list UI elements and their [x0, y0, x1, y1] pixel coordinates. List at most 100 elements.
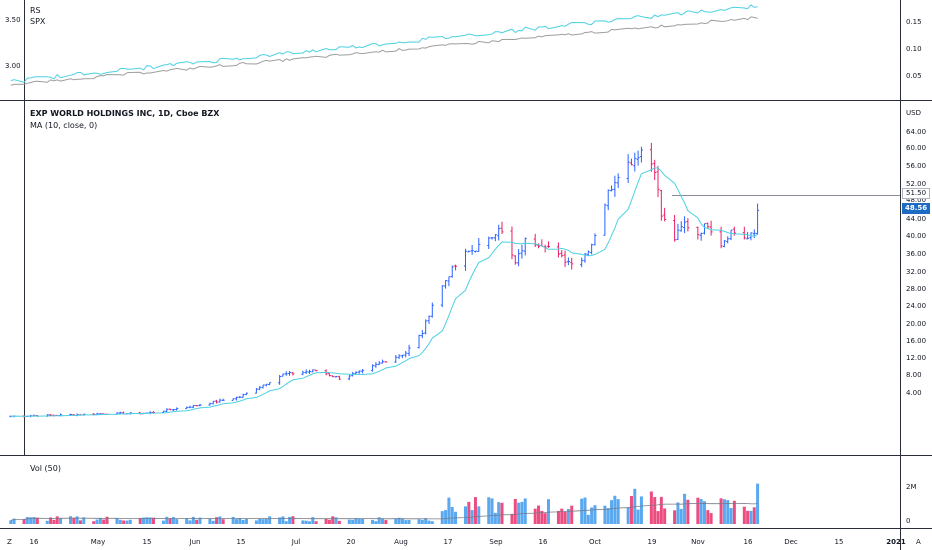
volume-bar — [238, 518, 242, 524]
price-bar — [264, 383, 268, 387]
price-bar — [397, 354, 401, 359]
price-tick: 32.00 — [906, 267, 927, 276]
volume-bar — [244, 518, 248, 524]
volume-bar — [264, 518, 268, 524]
volume-bar — [32, 517, 36, 524]
price-bar — [497, 224, 501, 241]
price-bar — [633, 152, 637, 172]
volume-bar — [12, 518, 16, 524]
volume-bar — [381, 518, 385, 524]
volume-bar — [487, 497, 491, 524]
volume-bar — [175, 519, 179, 524]
volume-bar — [148, 517, 152, 524]
rs-left-tick: 3.50 — [5, 16, 21, 24]
time-tick: 20 — [346, 538, 356, 546]
volume-bar — [125, 520, 129, 524]
price-bar — [756, 203, 760, 235]
currency-label: USD — [906, 109, 921, 117]
price-bar — [354, 371, 358, 375]
price-bar — [606, 189, 610, 211]
volume-bar — [729, 508, 733, 524]
rs-left-tick: 3.00 — [5, 62, 21, 70]
volume-bar — [610, 500, 614, 524]
time-tick: 16 — [29, 538, 39, 546]
volume-bar — [59, 517, 63, 524]
price-bar — [546, 241, 550, 248]
price-bar — [241, 393, 245, 398]
volume-bar — [307, 521, 311, 524]
price-bar — [261, 384, 265, 389]
volume-bar — [742, 506, 746, 524]
price-bar — [639, 146, 643, 163]
volume-bar — [254, 520, 258, 524]
price-tick: 24.00 — [906, 301, 927, 310]
price-bar — [384, 361, 388, 363]
volume-bar — [371, 519, 375, 524]
auto-scale-toggle[interactable]: A — [916, 538, 921, 546]
volume-bar — [288, 516, 292, 524]
volume-bar — [35, 517, 39, 524]
volume-bar — [168, 518, 172, 524]
price-bar — [517, 249, 521, 267]
price-bar — [729, 229, 733, 241]
price-bar — [427, 315, 431, 324]
last-price-tag: 48.56 — [902, 203, 931, 214]
price-bar — [417, 334, 421, 349]
volume-bar — [324, 518, 328, 524]
price-bar — [590, 243, 594, 255]
price-bar — [185, 406, 189, 410]
price-bar — [653, 159, 657, 180]
price-pane[interactable] — [9, 142, 900, 418]
volume-bar — [477, 506, 481, 524]
price-tick: 60.00 — [906, 143, 927, 152]
price-bar — [616, 173, 620, 189]
price-bar — [118, 411, 122, 414]
price-bar — [487, 236, 491, 249]
volume-legend[interactable]: Vol (50) — [30, 464, 61, 473]
ma-legend[interactable]: MA (10, close, 0) — [30, 121, 98, 130]
price-bar — [749, 232, 753, 241]
price-bar — [742, 226, 746, 240]
volume-bar — [374, 521, 378, 524]
volume-bar — [337, 520, 341, 524]
price-bar — [699, 232, 703, 241]
price-bar — [195, 405, 199, 407]
volume-bar — [165, 516, 169, 524]
price-bar — [440, 285, 444, 308]
price-bar — [381, 359, 385, 364]
volume-bar — [603, 505, 607, 524]
volume-bar — [221, 519, 225, 524]
symbol-title[interactable]: EXP WORLD HOLDINGS INC, 1D, Cboe BZX — [30, 109, 220, 118]
price-bar — [649, 142, 653, 172]
price-bar — [188, 405, 192, 409]
volume-bar — [440, 511, 444, 524]
volume-bar — [22, 519, 26, 524]
time-tick: 16 — [538, 538, 548, 546]
price-bar — [510, 226, 514, 260]
volume-pane[interactable] — [9, 483, 760, 524]
volume-bar — [427, 520, 431, 524]
price-bar — [407, 344, 411, 357]
price-bar — [165, 408, 169, 413]
price-bar — [613, 175, 617, 197]
rs-pane[interactable] — [10, 4, 758, 86]
price-bar — [400, 354, 404, 359]
price-bar — [523, 237, 527, 256]
volume-bar — [122, 520, 126, 524]
price-bar — [238, 396, 242, 399]
rs-legend-rs: RS — [30, 6, 41, 15]
volume-bar — [49, 517, 53, 524]
price-bar — [560, 249, 564, 258]
volume-bar — [347, 519, 351, 524]
price-bar — [566, 257, 570, 266]
price-bar — [583, 252, 587, 263]
price-tick: 8.00 — [906, 370, 922, 379]
volume-bar — [430, 521, 434, 524]
rs-right-tick: 0.15 — [906, 18, 922, 26]
zoom-toggle[interactable]: Z — [7, 538, 12, 546]
volume-bar — [105, 516, 109, 524]
volume-bar — [752, 507, 756, 524]
price-bar — [231, 398, 235, 401]
